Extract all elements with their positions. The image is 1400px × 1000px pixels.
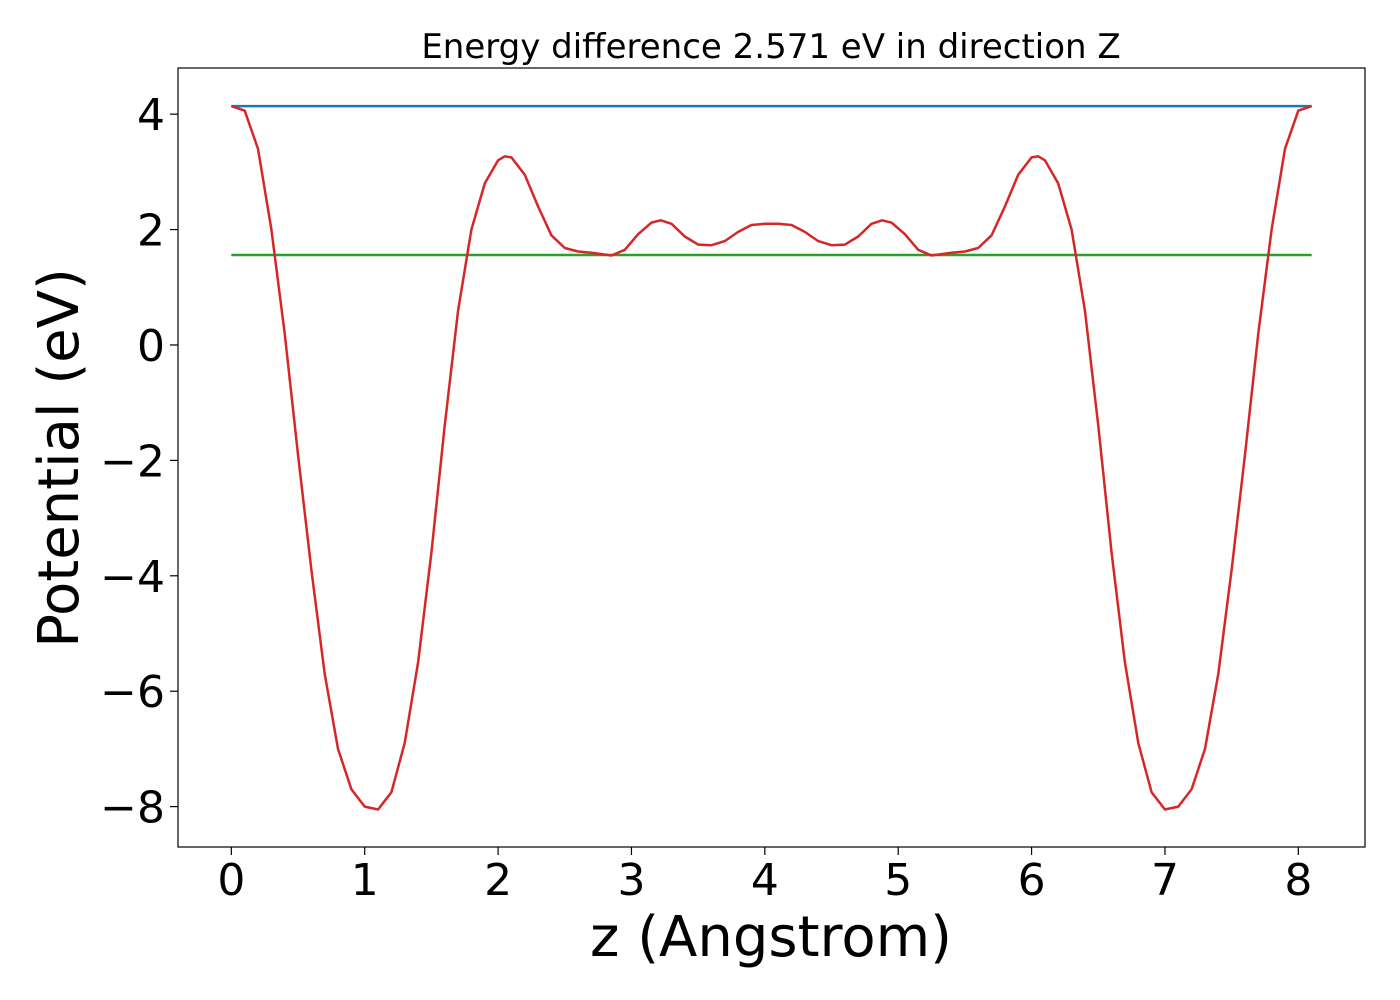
x-tick-label: 3 xyxy=(617,855,645,906)
x-tick-label: 6 xyxy=(1018,855,1046,906)
y-tick-label: −4 xyxy=(100,552,165,603)
plot-frame xyxy=(177,67,1366,848)
y-tick-label: 4 xyxy=(137,90,165,141)
y-tick-label: 2 xyxy=(137,206,165,257)
x-tick-label: 2 xyxy=(484,855,512,906)
x-tick-label: 4 xyxy=(751,855,779,906)
ticks-layer: 0 1 2 3 4 5 6 7 8 4 2 0 −2 −4 −6 −8 xyxy=(100,90,1312,906)
x-axis-label: z (Angstrom) xyxy=(590,905,952,970)
y-tick-label: 0 xyxy=(137,321,165,372)
y-tick-label: −6 xyxy=(100,667,165,718)
x-tick-label: 7 xyxy=(1151,855,1179,906)
series-layer xyxy=(230,104,1313,811)
y-axis-label: Potential (eV) xyxy=(27,268,92,648)
x-tick-label: 0 xyxy=(217,855,245,906)
y-tick-label: −8 xyxy=(100,783,165,834)
x-tick-label: 5 xyxy=(884,855,912,906)
chart-title: Energy difference 2.571 eV in direction … xyxy=(421,27,1120,67)
y-tick-label: −2 xyxy=(100,436,165,487)
series-potential-curve xyxy=(230,104,1313,811)
x-tick-label: 1 xyxy=(351,855,379,906)
x-tick-label: 8 xyxy=(1284,855,1312,906)
